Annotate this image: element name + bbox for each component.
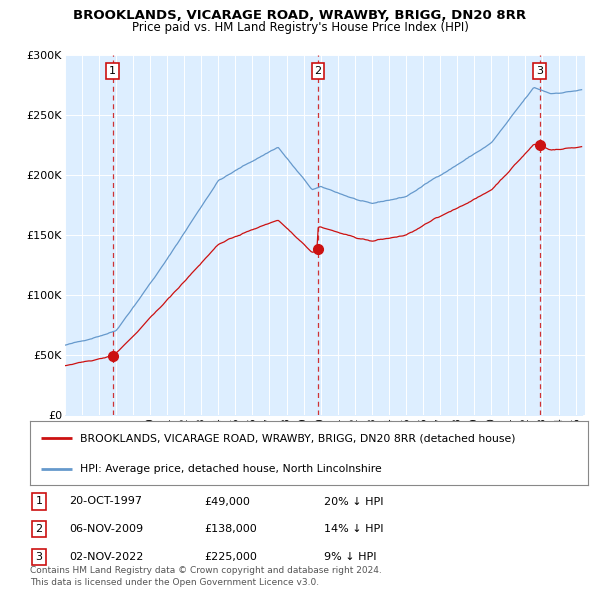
Text: 9% ↓ HPI: 9% ↓ HPI: [324, 552, 377, 562]
Text: 3: 3: [35, 552, 43, 562]
Text: 20% ↓ HPI: 20% ↓ HPI: [324, 497, 383, 506]
Text: 1: 1: [109, 66, 116, 76]
Text: 3: 3: [536, 66, 543, 76]
Text: 14% ↓ HPI: 14% ↓ HPI: [324, 525, 383, 534]
Text: BROOKLANDS, VICARAGE ROAD, WRAWBY, BRIGG, DN20 8RR (detached house): BROOKLANDS, VICARAGE ROAD, WRAWBY, BRIGG…: [80, 434, 516, 444]
Text: £138,000: £138,000: [204, 525, 257, 534]
Text: HPI: Average price, detached house, North Lincolnshire: HPI: Average price, detached house, Nort…: [80, 464, 382, 474]
Text: 02-NOV-2022: 02-NOV-2022: [69, 552, 143, 562]
Text: 1: 1: [35, 497, 43, 506]
Text: 20-OCT-1997: 20-OCT-1997: [69, 497, 142, 506]
Text: 2: 2: [35, 525, 43, 534]
Text: Price paid vs. HM Land Registry's House Price Index (HPI): Price paid vs. HM Land Registry's House …: [131, 21, 469, 34]
Text: £49,000: £49,000: [204, 497, 250, 506]
Text: £225,000: £225,000: [204, 552, 257, 562]
Text: BROOKLANDS, VICARAGE ROAD, WRAWBY, BRIGG, DN20 8RR: BROOKLANDS, VICARAGE ROAD, WRAWBY, BRIGG…: [73, 9, 527, 22]
Text: 2: 2: [314, 66, 322, 76]
Text: Contains HM Land Registry data © Crown copyright and database right 2024.
This d: Contains HM Land Registry data © Crown c…: [30, 566, 382, 587]
Text: 06-NOV-2009: 06-NOV-2009: [69, 525, 143, 534]
